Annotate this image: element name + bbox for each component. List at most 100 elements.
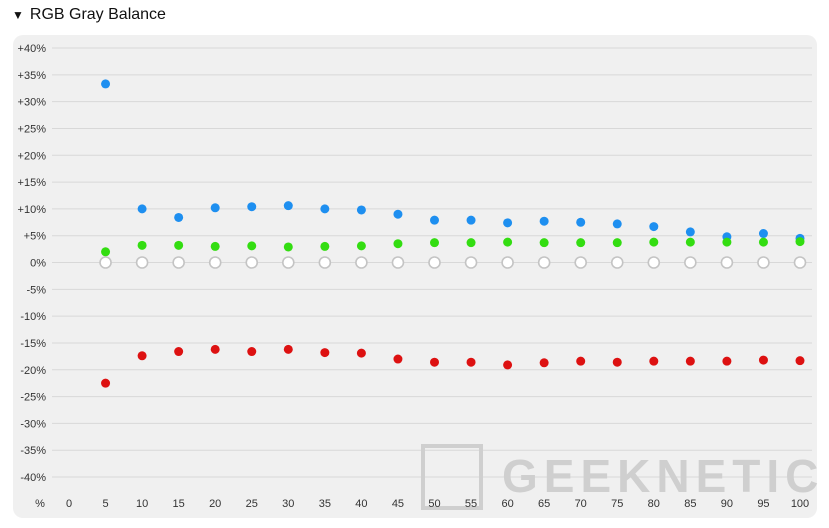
data-point [247, 347, 257, 357]
x-tick-label: 100 [791, 498, 809, 510]
data-point [137, 351, 147, 361]
data-point [247, 202, 257, 212]
data-point [99, 256, 112, 269]
watermark-logo [421, 444, 483, 510]
x-tick-label: 90 [721, 498, 733, 510]
x-tick-label: 50 [428, 498, 440, 510]
data-point [210, 344, 220, 354]
data-point [503, 237, 513, 247]
data-point [612, 219, 622, 229]
y-tick-label: +35% [18, 70, 47, 82]
x-tick-label: 80 [648, 498, 660, 510]
section-header[interactable]: ▼ RGB Gray Balance [12, 6, 166, 24]
data-point [501, 256, 514, 269]
triangle-down-icon[interactable]: ▼ [12, 8, 24, 22]
y-tick-label: -35% [20, 445, 46, 457]
data-point [464, 256, 478, 269]
data-point [393, 354, 403, 364]
x-tick-label: 30 [282, 498, 294, 510]
data-point [649, 222, 659, 232]
data-point [466, 238, 476, 248]
data-point [610, 256, 624, 269]
x-tick-label: 65 [538, 498, 550, 510]
y-tick-label: -40% [20, 472, 46, 484]
data-point [174, 240, 184, 250]
data-point [757, 256, 770, 269]
x-tick-label: 20 [209, 498, 221, 510]
data-point [172, 256, 185, 269]
data-point [795, 237, 805, 247]
x-tick-label: 0 [66, 498, 72, 510]
data-point [649, 356, 659, 366]
data-point [576, 217, 586, 227]
y-tick-label: +25% [18, 123, 47, 135]
data-point [684, 256, 697, 269]
x-tick-label: 5 [102, 498, 108, 510]
data-point [539, 238, 549, 248]
data-point [758, 237, 768, 247]
data-point [430, 357, 439, 367]
data-point [210, 241, 220, 251]
data-point [612, 238, 622, 248]
y-tick-label: +10% [18, 204, 47, 216]
x-tick-label: 35 [319, 498, 331, 510]
x-tick-label: 25 [246, 498, 258, 510]
x-axis-label: % [35, 498, 45, 510]
data-point [101, 79, 111, 89]
data-point [320, 204, 330, 214]
data-point [174, 212, 184, 222]
data-point [210, 203, 220, 213]
x-tick-label: 60 [501, 498, 513, 510]
data-point [685, 356, 695, 366]
data-point [685, 227, 695, 237]
data-point [720, 256, 734, 269]
data-point [649, 237, 659, 247]
data-point [283, 201, 293, 211]
x-tick-label: 55 [465, 498, 477, 510]
data-point [320, 348, 330, 358]
data-point [320, 241, 330, 251]
x-tick-label: 95 [757, 498, 769, 510]
points [99, 79, 807, 388]
data-point [245, 256, 259, 269]
data-point [430, 215, 439, 225]
y-tick-label: -10% [20, 311, 46, 323]
data-point [466, 357, 476, 367]
data-point [137, 204, 147, 214]
data-point [722, 237, 732, 247]
data-point [135, 256, 149, 269]
axis-labels: +40% +35% +30% +25% +20% +15% +10% +5% 0% -5% -10%… [18, 43, 810, 510]
data-point [356, 348, 366, 358]
data-point [428, 256, 441, 269]
data-point [576, 238, 586, 248]
watermark-text: GEEKNETIC [502, 450, 824, 502]
x-tick-label: 70 [575, 498, 587, 510]
y-tick-label: +15% [18, 177, 47, 189]
x-tick-label: 45 [392, 498, 404, 510]
y-tick-label: -5% [26, 284, 46, 296]
data-point [647, 256, 661, 269]
data-point [247, 241, 257, 251]
x-tick-label: 40 [355, 498, 367, 510]
data-point [503, 218, 513, 228]
chart-panel [13, 35, 817, 518]
x-tick-label: 75 [611, 498, 623, 510]
data-point [101, 378, 111, 388]
data-point [137, 240, 147, 250]
data-point [318, 256, 332, 269]
y-tick-label: 0% [30, 258, 46, 270]
data-point [503, 360, 513, 370]
data-point [391, 256, 405, 269]
data-point [281, 256, 295, 269]
data-point [574, 256, 588, 269]
data-point [758, 229, 768, 239]
y-tick-label: +20% [18, 150, 47, 162]
data-point [685, 237, 695, 247]
section-title: RGB Gray Balance [29, 6, 166, 23]
x-tick-label: 15 [173, 498, 185, 510]
y-tick-label: +40% [18, 43, 47, 55]
data-point [537, 256, 551, 269]
data-point [283, 242, 293, 252]
data-point [539, 358, 549, 368]
